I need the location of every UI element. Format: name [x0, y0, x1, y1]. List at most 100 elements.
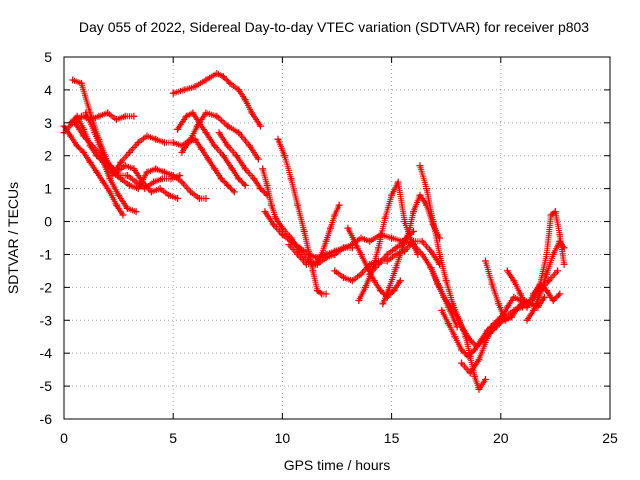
data-point [257, 185, 265, 193]
data-point [340, 244, 348, 252]
data-point [130, 112, 138, 120]
data-point [471, 372, 479, 380]
data-point [224, 122, 232, 130]
series-arc-7 [108, 109, 262, 179]
data-point [331, 211, 339, 219]
data-point [217, 175, 225, 183]
data-point [95, 112, 103, 120]
data-point [492, 320, 500, 328]
x-tick-label: 15 [384, 430, 400, 446]
data-point [388, 234, 396, 242]
data-point [160, 139, 168, 147]
series-arc-23 [438, 306, 505, 360]
data-point [241, 96, 249, 104]
data-point [447, 303, 455, 311]
data-point [174, 125, 182, 133]
data-point [457, 346, 465, 354]
series-arc-15 [285, 201, 343, 268]
data-point [444, 320, 452, 328]
data-point [73, 112, 81, 120]
data-point [169, 139, 177, 147]
data-point [117, 175, 125, 183]
data-point [442, 277, 450, 285]
data-point [340, 273, 348, 281]
data-point [438, 306, 446, 314]
data-point [108, 171, 116, 179]
data-point [152, 135, 160, 143]
data-point [241, 165, 249, 173]
data-point [510, 277, 518, 285]
data-point [361, 283, 369, 291]
data-point [195, 119, 203, 127]
data-point [416, 191, 424, 199]
data-point [355, 297, 363, 305]
data-point [270, 221, 278, 229]
data-point [482, 257, 490, 265]
data-point [390, 287, 398, 295]
data-point [405, 227, 413, 235]
data-point [86, 158, 94, 166]
series-arc-20 [379, 191, 444, 308]
data-point [348, 244, 356, 252]
data-point [357, 234, 365, 242]
series-arc-28 [523, 237, 568, 324]
data-point [409, 241, 417, 249]
data-point [263, 181, 271, 189]
data-point [230, 188, 238, 196]
data-point [294, 201, 302, 209]
data-point [357, 270, 365, 278]
series-arc-18 [355, 178, 422, 305]
data-point [215, 129, 223, 137]
data-point [294, 250, 302, 258]
data-point [377, 287, 385, 295]
data-point [392, 250, 400, 258]
data-point [126, 148, 134, 156]
data-point [475, 385, 483, 393]
data-point [344, 224, 352, 232]
data-point [556, 231, 564, 239]
series-arc-1 [60, 122, 127, 219]
data-point [366, 237, 374, 245]
data-point [554, 267, 562, 275]
plot-frame [63, 56, 611, 420]
data-point [556, 290, 564, 298]
data-point [484, 333, 492, 341]
data-point [195, 195, 203, 203]
x-tick-label: 20 [493, 430, 509, 446]
data-point [543, 287, 551, 295]
x-axis-label: GPS time / hours [284, 457, 391, 473]
data-point [69, 76, 77, 84]
data-point [495, 300, 503, 308]
data-point [165, 191, 173, 199]
data-point [80, 148, 88, 156]
data-point [453, 313, 461, 321]
data-point [427, 247, 435, 255]
data-point [259, 165, 267, 173]
data-point [281, 152, 289, 160]
data-point [224, 142, 232, 150]
y-tick-label: 2 [44, 148, 52, 164]
data-point [350, 237, 358, 245]
data-point [152, 165, 160, 173]
series-arc-3 [67, 112, 140, 216]
data-point [202, 76, 210, 84]
data-point [246, 142, 254, 150]
data-point [187, 188, 195, 196]
data-point [235, 86, 243, 94]
data-point [477, 336, 485, 344]
data-point [311, 260, 319, 268]
data-point [523, 303, 531, 311]
data-point [219, 73, 227, 81]
data-point [123, 204, 131, 212]
y-tick-label: 0 [44, 214, 52, 230]
data-point [71, 119, 79, 127]
series-arc-11 [215, 129, 271, 199]
data-point [392, 264, 400, 272]
y-tick-labels: 5 4 3 2 1 0 -1 -2 -3 -4 -5 -6 [40, 49, 53, 427]
data-point [423, 185, 431, 193]
data-point [296, 244, 304, 252]
data-point [285, 241, 293, 249]
data-point [322, 290, 330, 298]
data-point [158, 175, 166, 183]
